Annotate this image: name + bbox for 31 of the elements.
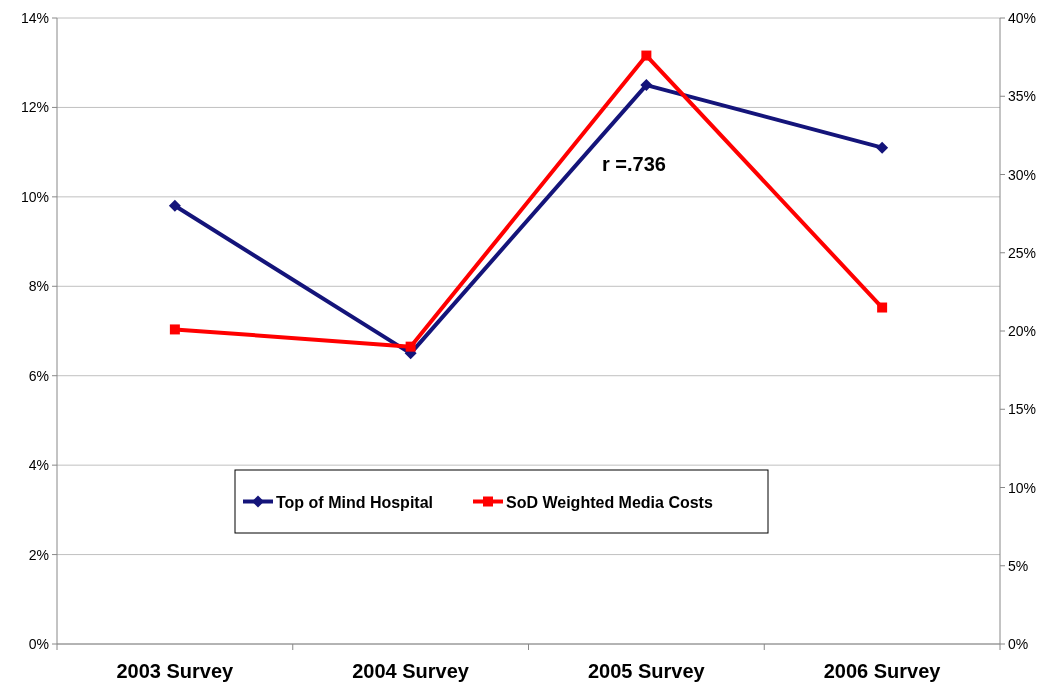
y-tick-label: 8% — [28, 278, 49, 295]
point — [641, 50, 652, 61]
point — [640, 79, 653, 92]
y2-tick-label: 0% — [1008, 636, 1029, 652]
legend-label: Top of Mind Hospital — [276, 493, 434, 511]
y2-tick-label: 30% — [1008, 166, 1037, 183]
y-tick-label: 6% — [28, 367, 49, 384]
x-tick-label: 2005 Survey — [587, 660, 706, 682]
x-tick-label: 2006 Survey — [823, 660, 942, 682]
point — [169, 324, 180, 335]
y2-tick-label: 40% — [1008, 10, 1037, 26]
y2-tick-label: 5% — [1008, 557, 1029, 574]
annotation: r =.736 — [602, 153, 666, 175]
y2-tick-label: 20% — [1008, 323, 1037, 339]
point — [168, 199, 181, 212]
y-tick-label: 10% — [20, 188, 49, 205]
y2-tick-label: 15% — [1008, 401, 1037, 418]
point — [405, 341, 416, 352]
y-tick-label: 0% — [28, 636, 49, 652]
legend-label: SoD Weighted Media Costs — [506, 493, 713, 511]
y-tick-label: 4% — [28, 457, 49, 474]
y2-tick-label: 25% — [1008, 244, 1037, 261]
y2-tick-label: 10% — [1008, 479, 1037, 496]
y-tick-label: 14% — [20, 10, 49, 26]
point — [877, 302, 888, 313]
y-tick-label: 12% — [20, 99, 49, 116]
x-tick-label: 2003 Survey — [116, 660, 235, 682]
x-tick-label: 2004 Survey — [352, 660, 470, 682]
y-tick-label: 2% — [28, 546, 49, 563]
point — [876, 141, 889, 154]
y2-tick-label: 35% — [1008, 88, 1037, 105]
